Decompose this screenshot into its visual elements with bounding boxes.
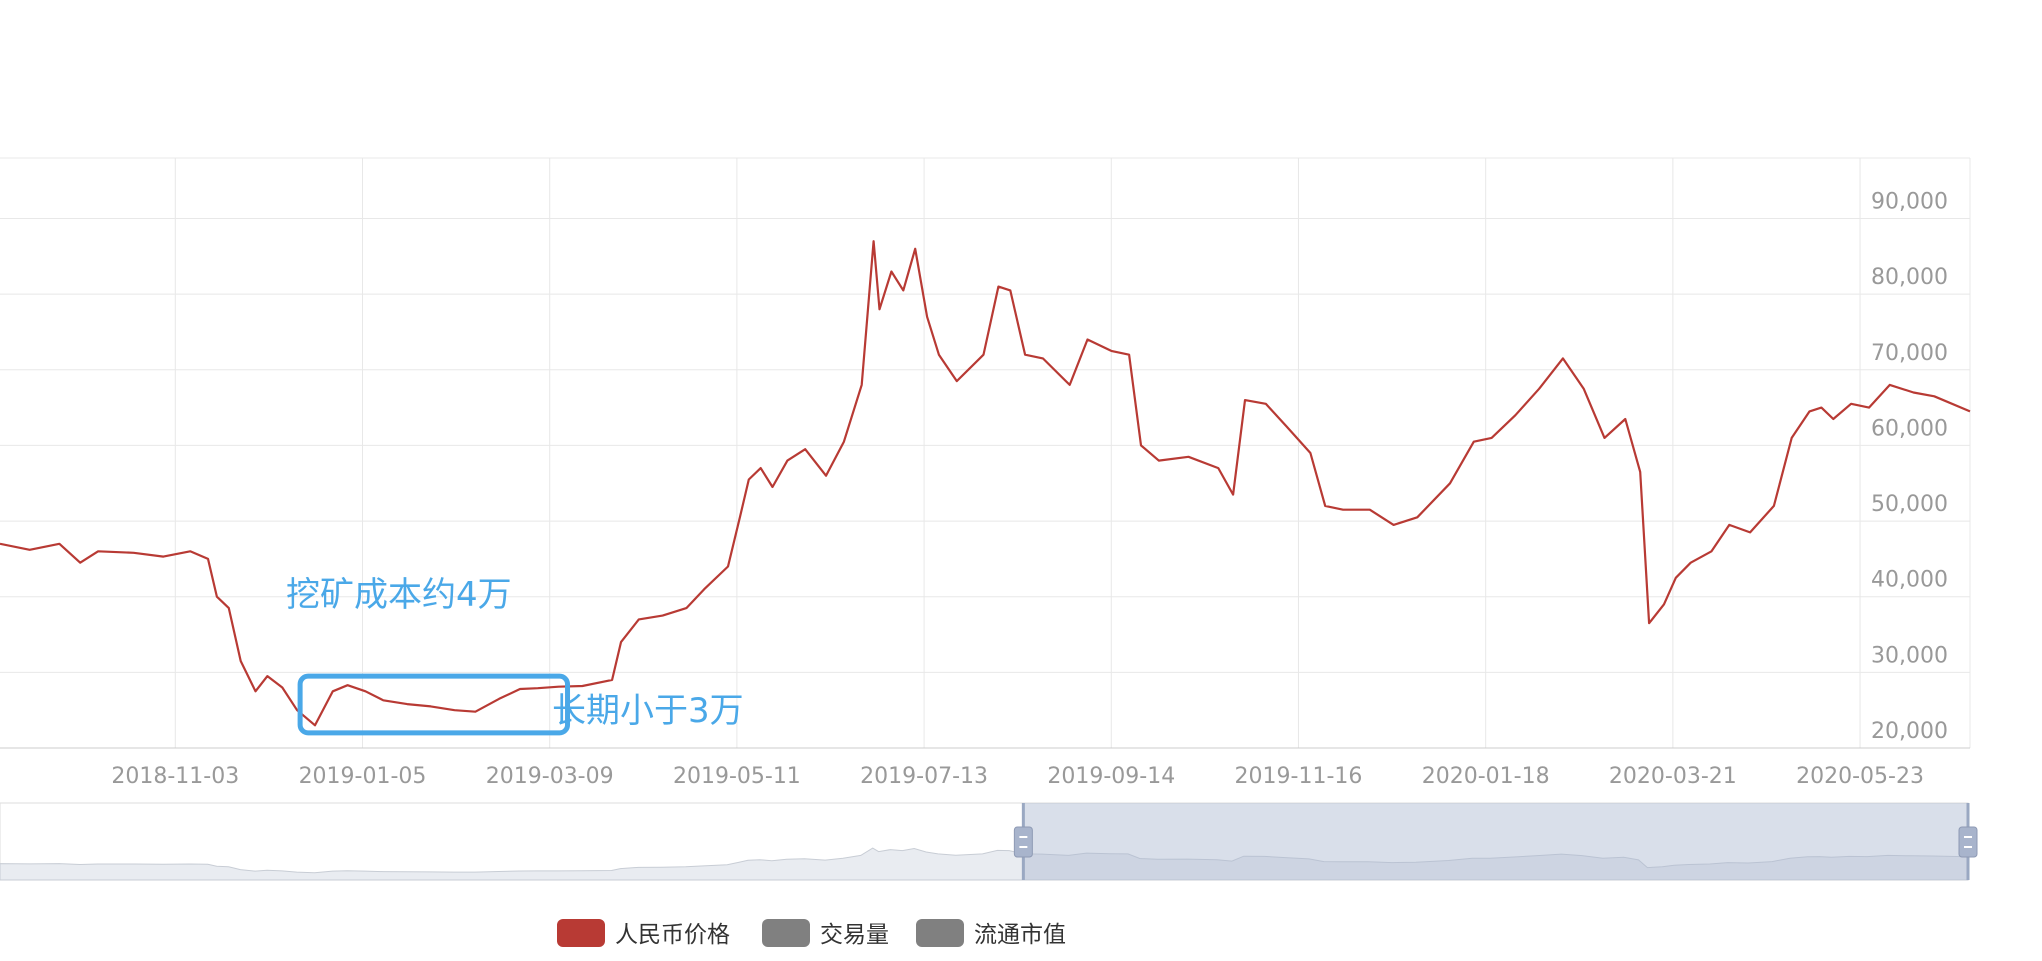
- y-tick-label: 80,000: [1871, 265, 1948, 290]
- series-layer: [0, 240, 1971, 727]
- x-tick-label: 2018-11-03: [111, 764, 239, 789]
- x-tick-label: 2019-09-14: [1047, 764, 1175, 789]
- legend-swatch: [916, 919, 964, 947]
- legend-swatch: [557, 919, 605, 947]
- legend: 人民币价格 交易量 流通市值: [557, 919, 1066, 948]
- x-tick-label: 2019-01-05: [299, 764, 427, 789]
- highlight-box: [297, 673, 571, 736]
- zoom-selected-window[interactable]: [1023, 803, 1968, 880]
- y-tick-label: 40,000: [1871, 568, 1948, 593]
- y-tick-label: 90,000: [1871, 190, 1948, 215]
- axis-layer: 20,000 30,000 40,000 50,000 60,000 70,000 80,0…: [0, 190, 1970, 789]
- annotation-mining-cost: 挖矿成本约4万: [286, 575, 512, 615]
- x-tick-label: 2019-05-11: [673, 764, 801, 789]
- data-zoom-slider[interactable]: [0, 802, 1978, 881]
- y-tick-label: 50,000: [1871, 492, 1948, 517]
- legend-label: 人民币价格: [615, 922, 730, 948]
- legend-item[interactable]: 人民币价格: [557, 919, 730, 948]
- grid-layer: [0, 157, 1971, 749]
- x-tick-label: 2019-03-09: [486, 764, 614, 789]
- legend-swatch: [762, 919, 810, 947]
- y-tick-label: 60,000: [1871, 416, 1948, 441]
- x-tick-label: 2019-11-16: [1235, 764, 1363, 789]
- y-tick-label: 70,000: [1871, 341, 1948, 366]
- legend-item[interactable]: 交易量: [762, 919, 889, 948]
- x-tick-label: 2019-07-13: [860, 764, 988, 789]
- legend-label: 交易量: [820, 922, 889, 948]
- y-tick-label: 30,000: [1871, 643, 1948, 668]
- legend-item[interactable]: 流通市值: [916, 919, 1066, 948]
- x-tick-label: 2020-01-18: [1422, 764, 1550, 789]
- zoom-overview-area: [0, 847, 1969, 881]
- legend-label: 流通市值: [974, 922, 1066, 948]
- x-tick-label: 2020-03-21: [1609, 764, 1737, 789]
- y-tick-label: 20,000: [1871, 719, 1948, 744]
- x-tick-label: 2020-05-23: [1796, 764, 1924, 789]
- annotation-below-30k: 长期小于3万: [552, 691, 744, 731]
- zoom-handle-left[interactable]: [1013, 826, 1033, 858]
- zoom-handle-right[interactable]: [1958, 826, 1978, 858]
- series-line-rmb-price: [0, 240, 1971, 727]
